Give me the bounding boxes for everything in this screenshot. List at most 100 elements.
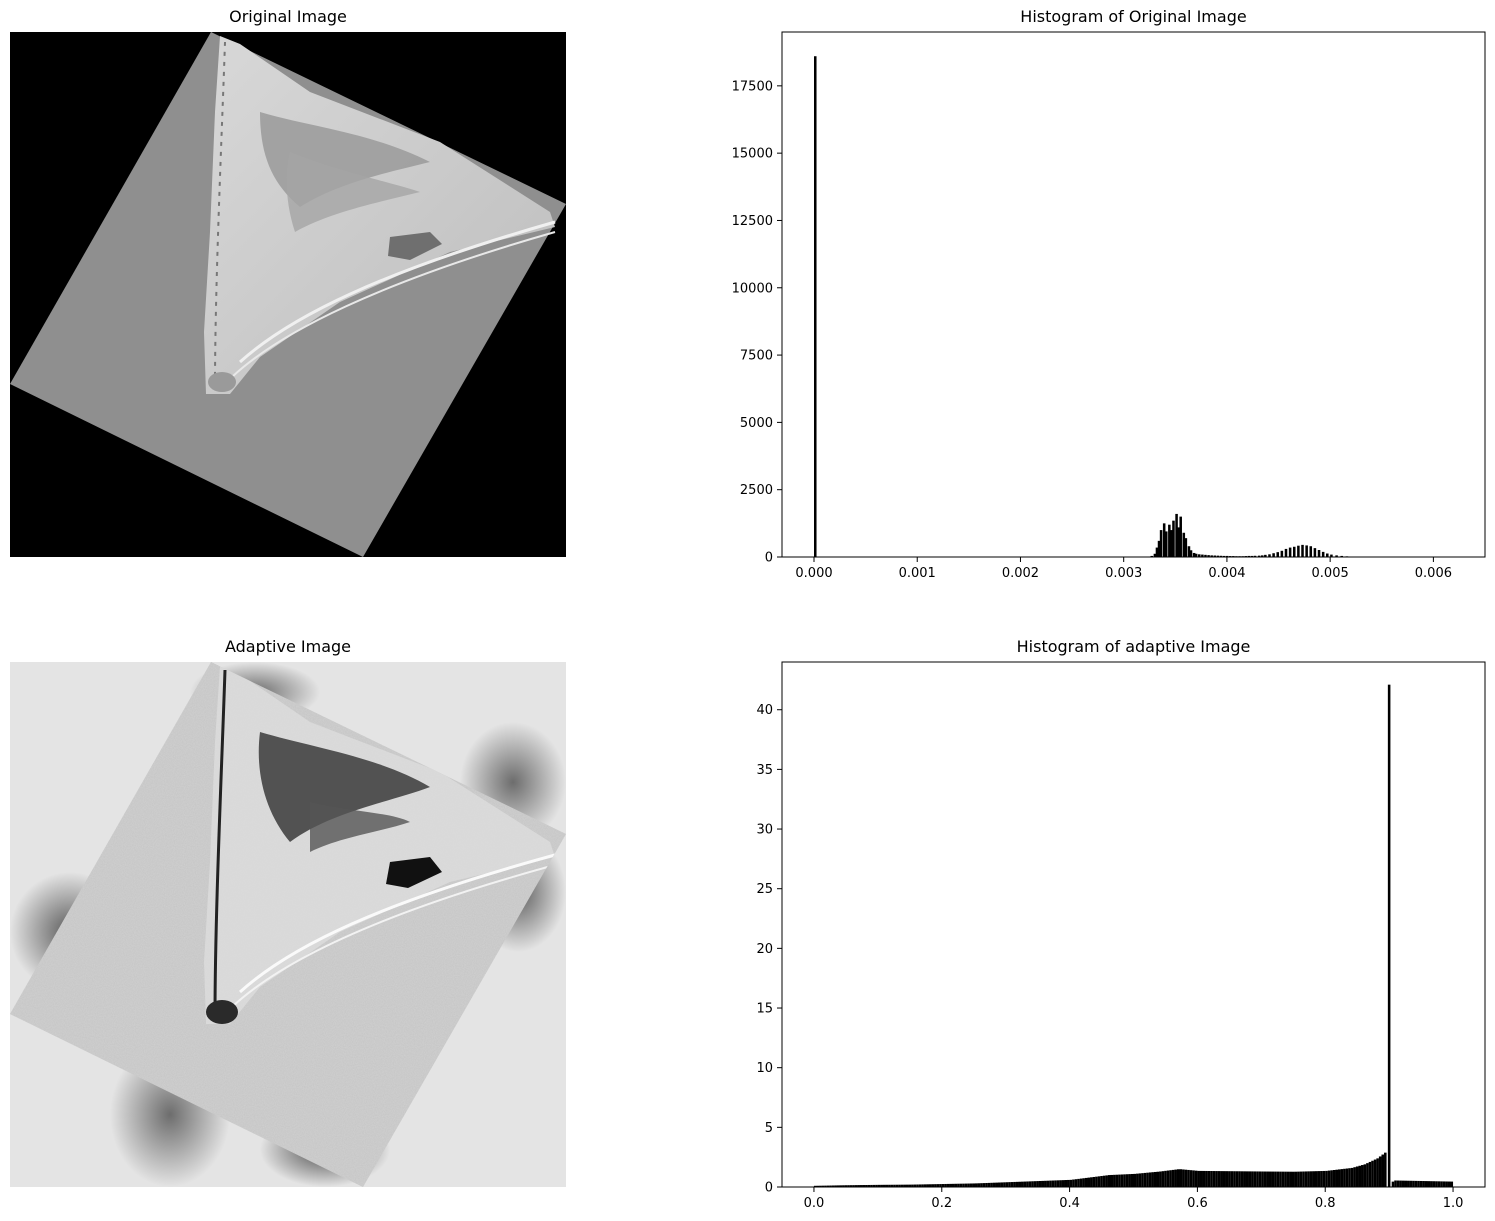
histogram-bar: [1187, 1169, 1190, 1187]
x-tick-label: 0.002: [1002, 566, 1039, 581]
histogram-bar: [1143, 1172, 1147, 1187]
histogram-bar: [1309, 546, 1313, 557]
histogram-bar: [1199, 1170, 1203, 1187]
y-tick-label: 5000: [740, 416, 773, 431]
histogram-bar: [1182, 532, 1186, 557]
histogram-bar: [1079, 1178, 1083, 1187]
histogram-bar: [844, 1185, 848, 1187]
histogram-bar: [1100, 1176, 1103, 1187]
histogram-bar: [1332, 1170, 1336, 1187]
histogram-bar: [1391, 1181, 1395, 1187]
histogram-bar: [1217, 1171, 1221, 1187]
histogram-bar: [1125, 1174, 1129, 1187]
histogram-bar: [1015, 1181, 1019, 1187]
x-tick-label: 0.005: [1312, 566, 1349, 581]
histogram-bar: [1361, 1165, 1364, 1187]
histogram-bar: [1257, 555, 1261, 557]
x-tick-label: 0.4: [1059, 1196, 1080, 1211]
histogram-bar: [1268, 554, 1271, 557]
histogram-bar: [1097, 1176, 1101, 1187]
histogram-bar: [1201, 554, 1204, 557]
histogram-bar: [1286, 1171, 1290, 1187]
histogram-bar: [1155, 547, 1159, 557]
histogram-bar: [1110, 1174, 1114, 1187]
histogram-bar: [975, 1183, 978, 1187]
histogram-bar: [1350, 1167, 1354, 1187]
histogram-bar: [1212, 1171, 1216, 1187]
histogram-bar: [1003, 1182, 1006, 1187]
histogram-bar: [1399, 1180, 1402, 1187]
histogram-bar: [1187, 546, 1191, 557]
histogram-bar: [1153, 1171, 1157, 1187]
histogram-bar: [1162, 523, 1166, 557]
histogram-bar: [1225, 1171, 1229, 1187]
histogram-bar: [1432, 1181, 1436, 1187]
histogram-bar: [954, 1183, 958, 1187]
histogram-bar: [1401, 1180, 1405, 1187]
histogram-bar: [847, 1185, 850, 1187]
histogram-bar: [1005, 1182, 1009, 1187]
histogram-bar: [1258, 1171, 1262, 1187]
histogram-bar: [969, 1183, 973, 1187]
histogram-bar: [1038, 1180, 1042, 1187]
histogram-bar: [1064, 1180, 1068, 1187]
histogram-bar: [1102, 1175, 1106, 1187]
histogram-bar: [1107, 1175, 1111, 1187]
histogram-bar: [936, 1184, 940, 1187]
histogram-bar: [1028, 1181, 1032, 1187]
histogram-bar: [1387, 684, 1391, 1187]
histogram-bar: [941, 1184, 945, 1187]
histogram-bar: [900, 1184, 904, 1187]
histogram-bar: [1297, 545, 1300, 557]
histogram-bar: [1192, 1170, 1195, 1187]
histogram-bar: [1256, 1171, 1259, 1187]
histogram-bar: [1340, 555, 1344, 557]
histogram-bar: [1245, 1171, 1249, 1187]
histogram-bar: [1021, 1181, 1024, 1187]
histogram-bar: [1213, 555, 1217, 557]
histogram-bar: [1197, 1170, 1200, 1187]
histogram-bar: [1184, 1169, 1188, 1187]
histogram-bar: [1320, 1171, 1323, 1187]
histogram-bar: [880, 1184, 883, 1187]
histogram-bar: [1215, 1171, 1218, 1187]
histogram-bar: [916, 1184, 919, 1187]
histogram-bar: [1412, 1180, 1415, 1187]
histogram-bar: [1297, 1171, 1300, 1187]
histogram-bar: [1384, 1152, 1387, 1187]
histogram-bar: [1279, 1171, 1282, 1187]
y-tick-label: 15000: [732, 147, 773, 162]
histogram-bar: [1179, 1169, 1183, 1187]
histogram-bar: [1059, 1180, 1062, 1187]
histogram-bar: [1077, 1178, 1080, 1187]
histogram-bar: [1268, 1171, 1272, 1187]
histogram-bar: [987, 1182, 991, 1187]
histogram-bar: [1138, 1173, 1142, 1187]
histogram-bar: [813, 1185, 817, 1187]
histogram-bar: [1338, 1169, 1341, 1187]
histogram-bar: [865, 1185, 868, 1187]
histogram-bar: [1044, 1180, 1047, 1187]
histogram-bar: [1067, 1179, 1070, 1187]
histogram-bar: [913, 1184, 917, 1187]
x-tick-label: 0.6: [1187, 1196, 1208, 1211]
histogram-bar: [911, 1184, 914, 1187]
histogram-bar: [1175, 513, 1178, 557]
histogram-bar: [1189, 1170, 1193, 1187]
histogram-bar: [870, 1184, 873, 1187]
y-tick-label: 40: [756, 703, 773, 718]
histogram-bar: [1417, 1180, 1420, 1187]
histogram-bar: [1435, 1181, 1438, 1187]
histogram-bar: [949, 1183, 952, 1187]
histogram-bar: [1090, 1177, 1093, 1187]
histogram-bar: [1228, 1171, 1231, 1187]
histogram-bar: [1274, 1171, 1277, 1187]
histogram-bar: [1288, 547, 1292, 557]
histogram-bar: [898, 1184, 901, 1187]
histogram-bar: [829, 1185, 832, 1187]
histogram-bar: [1327, 1170, 1331, 1187]
histogram-bar: [1194, 553, 1198, 557]
histogram-bar: [1312, 1171, 1316, 1187]
histogram-bar: [903, 1184, 906, 1187]
histogram-bar: [1161, 1171, 1165, 1187]
